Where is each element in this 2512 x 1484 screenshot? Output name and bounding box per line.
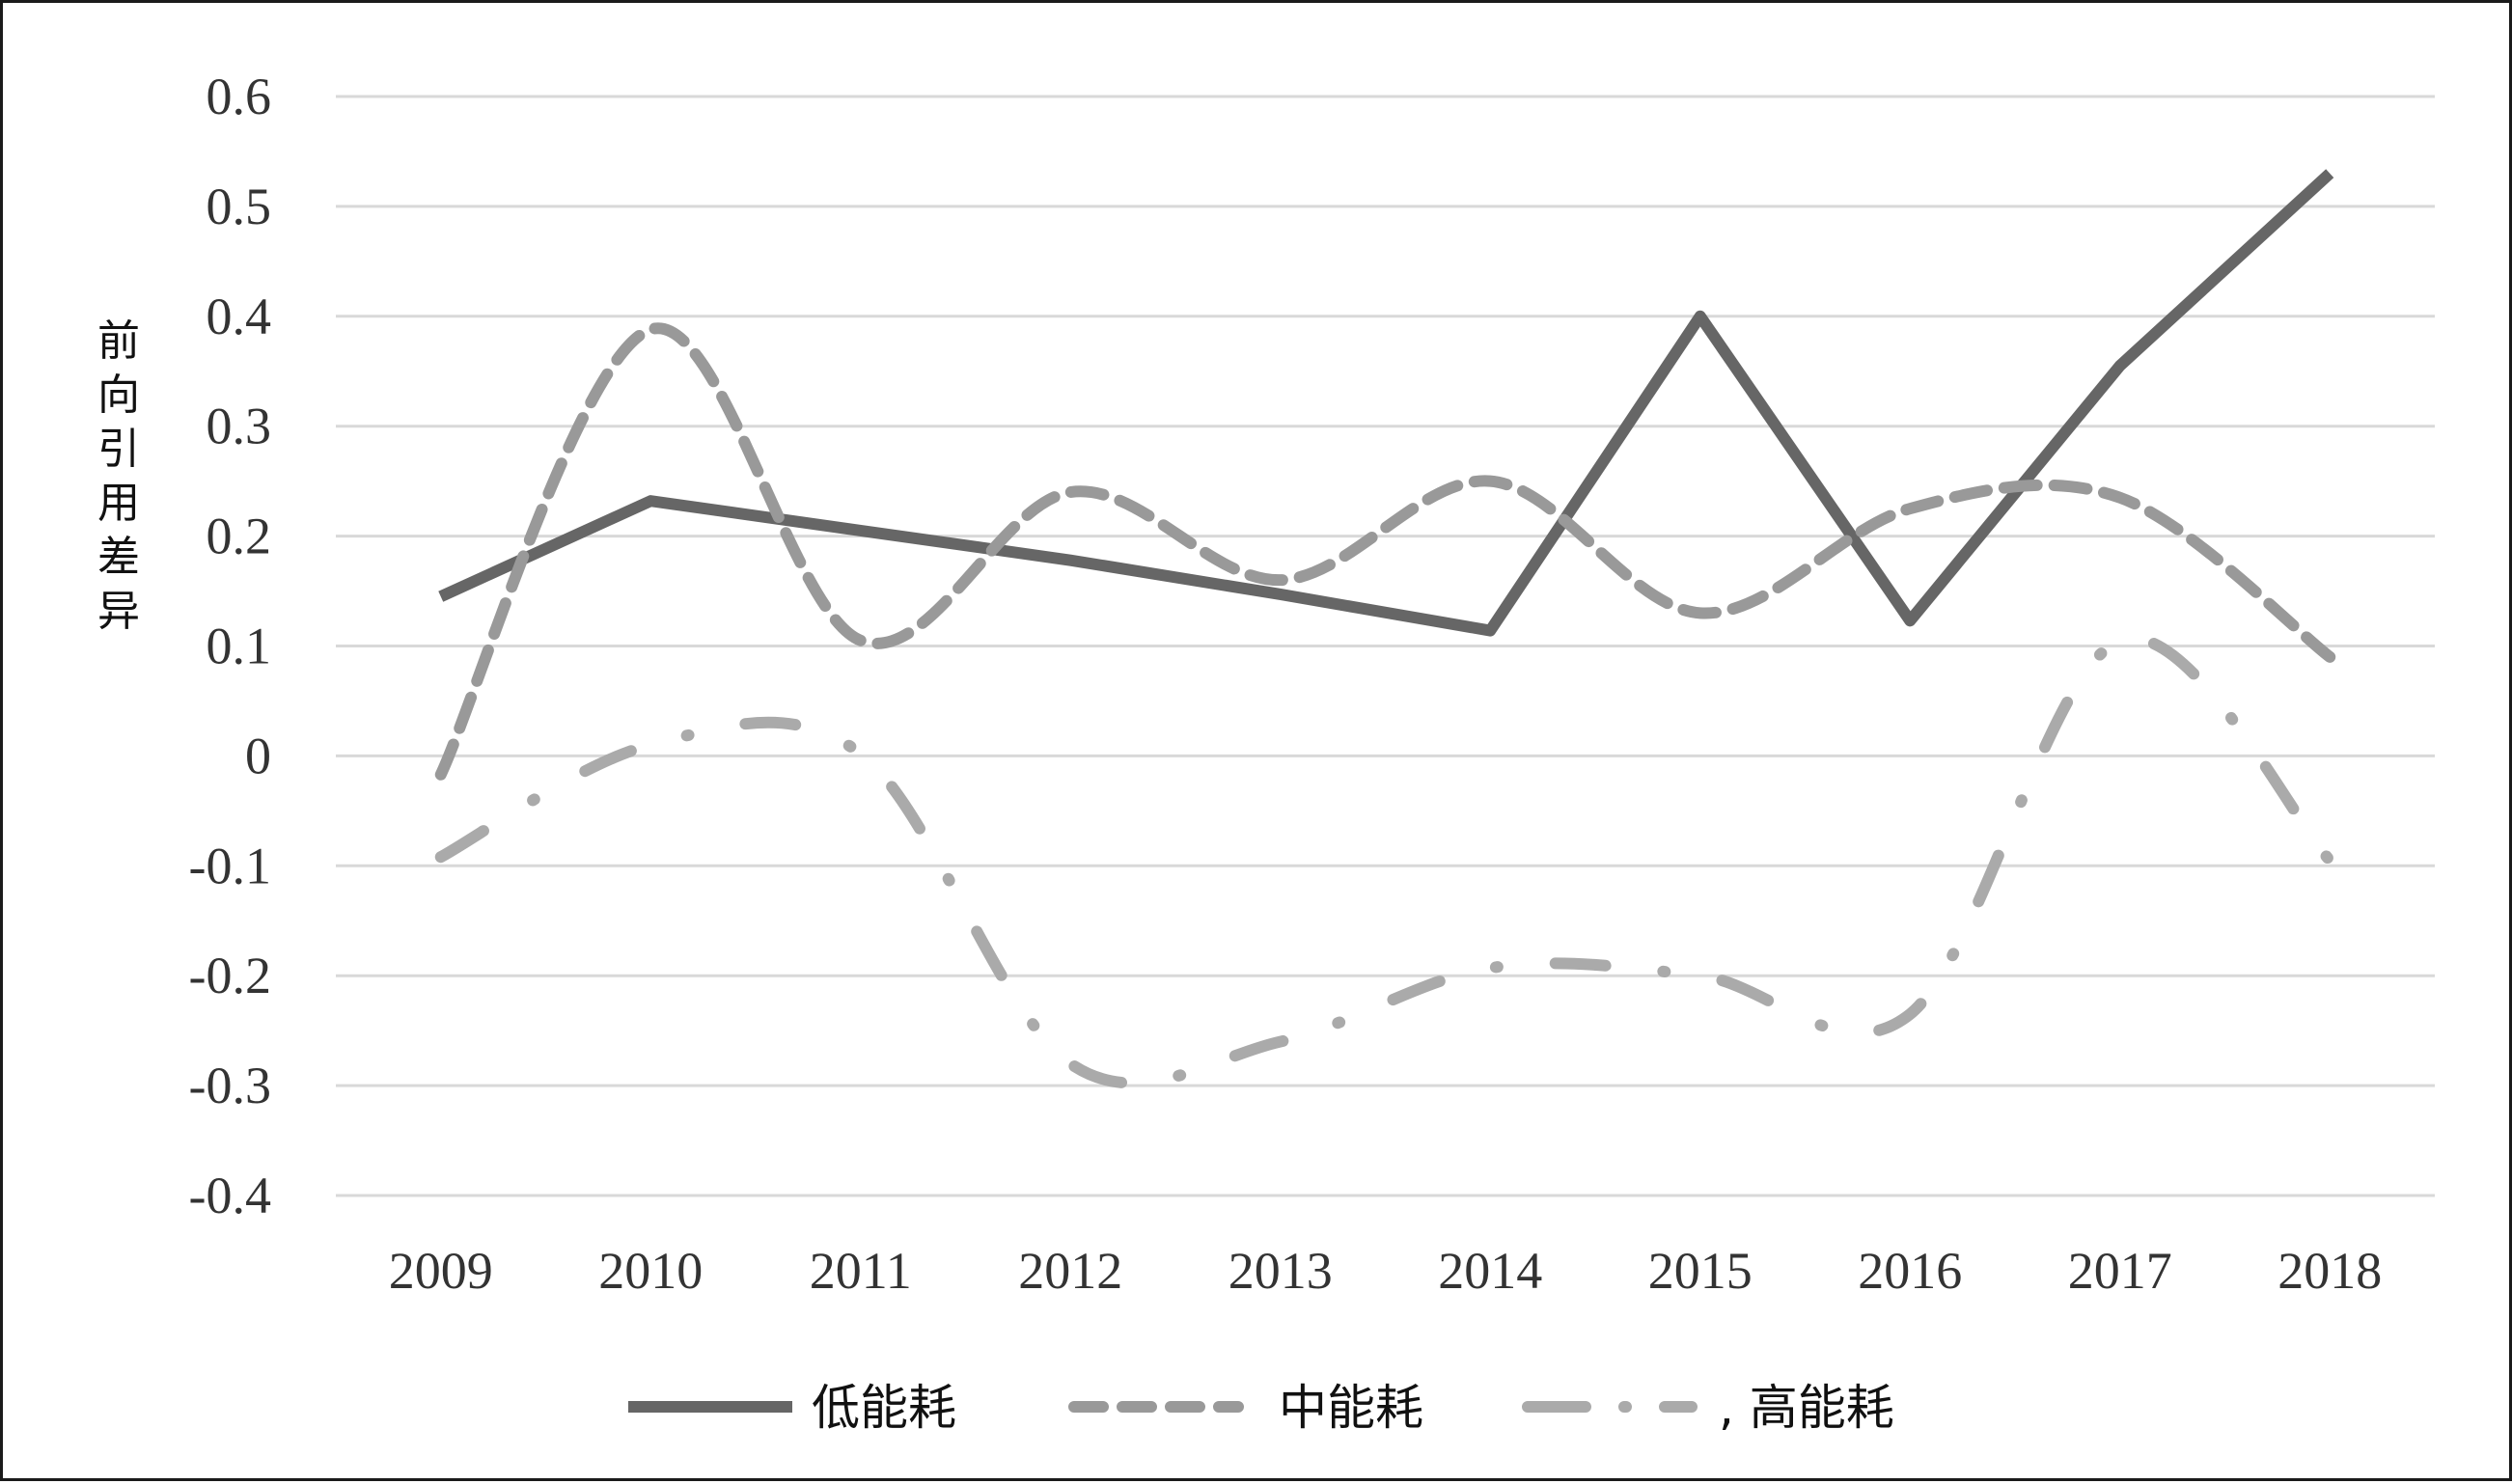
y-tick-label: -0.2 xyxy=(189,947,271,1004)
line-chart: 0.6 0.5 0.4 0.3 0.2 0.1 0 -0.1 -0.2 -0.3 -0.4 2009… xyxy=(97,68,2435,1436)
y-tick-label: 0.4 xyxy=(207,288,272,345)
x-tick-label: 2013 xyxy=(1228,1242,1333,1300)
x-axis-ticks: 2009 2010 2011 2012 2013 2014 2015 2016 2017 2018 xyxy=(389,1242,2383,1300)
legend-label: , 高能耗 xyxy=(1719,1380,1894,1436)
y-tick-label: 0.2 xyxy=(207,508,272,565)
x-tick-label: 2015 xyxy=(1648,1242,1753,1300)
y-tick-label: -0.1 xyxy=(189,837,271,894)
series-line-3 xyxy=(434,632,2336,1089)
legend-label: 中能耗 xyxy=(1279,1380,1423,1436)
legend-item: , 高能耗 xyxy=(1522,1380,1894,1436)
legend: 低能耗 中能耗 , 高能耗 xyxy=(628,1380,1894,1436)
y-tick-label: 0.5 xyxy=(207,178,272,235)
data-point xyxy=(860,753,862,755)
y-tick-label: 0.1 xyxy=(207,618,272,675)
data-point xyxy=(649,744,651,746)
series-line-2 xyxy=(434,322,2336,781)
y-tick-label: 0.3 xyxy=(207,398,272,455)
y-axis-ticks: 0.6 0.5 0.4 0.3 0.2 0.1 0 -0.1 -0.2 -0.3 -0.4 xyxy=(189,68,271,1224)
gridlines xyxy=(336,95,2435,1197)
x-tick-label: 2016 xyxy=(1858,1242,1962,1300)
y-tick-label: 0.6 xyxy=(207,68,272,125)
series-lines xyxy=(434,169,2336,1089)
data-point xyxy=(2119,640,2121,642)
y-tick-label: -0.4 xyxy=(189,1167,271,1224)
x-tick-label: 2009 xyxy=(389,1242,493,1300)
x-tick-label: 2014 xyxy=(1438,1242,1542,1300)
legend-label: 低能耗 xyxy=(812,1380,956,1436)
y-axis-title: 前向引用差异 xyxy=(97,316,140,636)
y-tick-label: 0 xyxy=(245,727,271,784)
series-line-1 xyxy=(438,169,2334,637)
x-tick-label: 2011 xyxy=(810,1242,912,1300)
legend-item: 中能耗 xyxy=(1068,1380,1423,1436)
x-tick-label: 2012 xyxy=(1018,1242,1122,1300)
legend-item: 低能耗 xyxy=(628,1380,956,1436)
x-tick-label: 2018 xyxy=(2277,1242,2382,1300)
y-tick-label: -0.3 xyxy=(189,1057,271,1114)
x-tick-label: 2010 xyxy=(598,1242,703,1300)
x-tick-label: 2017 xyxy=(2068,1242,2172,1300)
